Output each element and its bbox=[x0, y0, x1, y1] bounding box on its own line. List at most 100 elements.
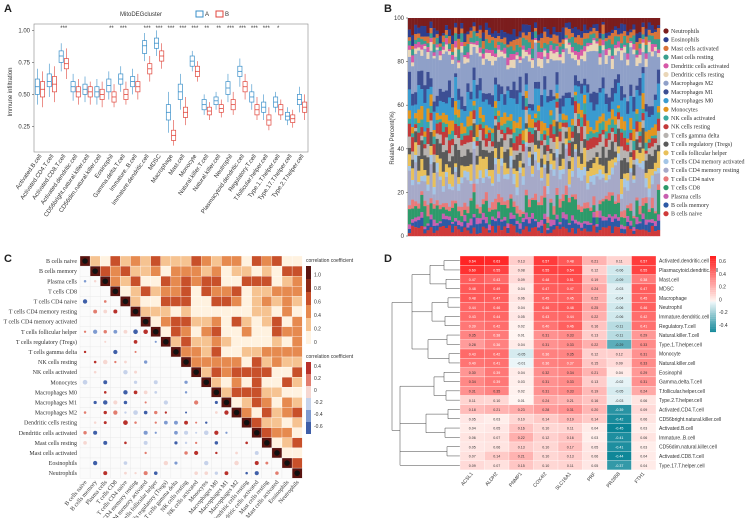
row-label: Macrophages M0 bbox=[35, 390, 77, 396]
bar-segment bbox=[546, 186, 550, 195]
bar-segment bbox=[432, 101, 436, 112]
upper-cell bbox=[241, 265, 252, 277]
bar-segment bbox=[626, 173, 630, 181]
bar-segment bbox=[475, 33, 479, 37]
bar-segment bbox=[613, 116, 618, 125]
bar-segment bbox=[411, 35, 415, 47]
bar-segment bbox=[632, 35, 636, 45]
heatmap-value: 0.03 bbox=[640, 427, 647, 431]
upper-cell bbox=[271, 346, 283, 358]
bar-segment bbox=[478, 90, 482, 108]
upper-cell bbox=[140, 265, 151, 277]
bar-segment bbox=[537, 162, 541, 171]
heatmap-value: 0.15 bbox=[591, 362, 598, 366]
upper-cell bbox=[251, 366, 262, 378]
bar-segment bbox=[601, 24, 605, 35]
bar-segment bbox=[524, 73, 529, 85]
bar-segment bbox=[537, 170, 541, 203]
bar-segment bbox=[444, 172, 449, 178]
row-label: Type.1.T.helper.cell bbox=[659, 342, 702, 348]
bar-segment bbox=[509, 98, 513, 115]
lower-dot bbox=[203, 430, 209, 436]
bar-segment bbox=[598, 210, 602, 218]
bar-segment bbox=[451, 174, 455, 187]
bar-segment bbox=[503, 140, 507, 153]
lower-dot bbox=[214, 430, 219, 435]
bar-segment bbox=[601, 134, 605, 147]
bar-segment bbox=[638, 163, 642, 168]
upper-cell bbox=[251, 387, 262, 398]
bar-segment bbox=[635, 131, 639, 140]
bar-segment bbox=[475, 183, 479, 205]
bar-segment bbox=[463, 133, 467, 136]
lower-cell bbox=[190, 407, 202, 418]
bar-segment bbox=[641, 22, 645, 28]
upper-cell bbox=[281, 417, 293, 428]
bar-segment bbox=[610, 55, 615, 60]
bar-segment bbox=[613, 151, 618, 158]
legend-label: B cells memory bbox=[671, 203, 709, 209]
bar-segment bbox=[573, 60, 578, 76]
bar-segment bbox=[580, 49, 584, 56]
bar-segment bbox=[592, 217, 596, 226]
bar-segment bbox=[487, 207, 492, 212]
bar-segment bbox=[494, 148, 498, 159]
upper-cell bbox=[190, 356, 202, 368]
bar-segment bbox=[524, 49, 529, 53]
y-tick-label: 60 bbox=[397, 103, 404, 109]
bar-segment bbox=[466, 213, 470, 224]
bar-segment bbox=[503, 133, 507, 141]
upper-cell bbox=[291, 457, 303, 469]
bar-segment bbox=[632, 96, 636, 112]
row-label: B cells naive bbox=[46, 259, 77, 265]
bar-segment bbox=[420, 106, 424, 120]
bar-segment bbox=[558, 32, 562, 43]
heatmap-cell bbox=[631, 460, 657, 471]
bar-segment bbox=[509, 218, 513, 225]
bar-segment bbox=[438, 46, 443, 51]
bar-segment bbox=[549, 51, 553, 60]
bar-segment bbox=[644, 111, 648, 132]
bar-segment bbox=[444, 114, 449, 125]
bar-segment bbox=[417, 203, 421, 209]
y-tick-label: 1.00 bbox=[18, 28, 30, 34]
row-label: Eosinophils bbox=[49, 461, 78, 467]
bar-segment bbox=[408, 209, 412, 225]
bar-segment bbox=[586, 84, 590, 93]
bar-segment bbox=[487, 49, 492, 54]
bar-segment bbox=[478, 124, 482, 131]
bar-segment bbox=[650, 225, 655, 237]
bar-segment bbox=[620, 60, 624, 87]
row-label: Activated.CD4.T.cell bbox=[659, 407, 704, 413]
bar-segment bbox=[478, 223, 482, 234]
bar-segment bbox=[552, 175, 556, 207]
bar-segment bbox=[494, 209, 498, 219]
colorbar-title-1: correlation coefficient bbox=[306, 258, 354, 264]
bar-segment bbox=[567, 140, 572, 144]
bar-segment bbox=[632, 179, 636, 184]
bar-segment bbox=[626, 59, 630, 66]
upper-cell bbox=[211, 306, 222, 317]
lower-cell bbox=[110, 296, 121, 307]
lower-cell bbox=[160, 377, 172, 388]
bar-segment bbox=[466, 31, 470, 35]
bar-segment bbox=[647, 222, 651, 233]
bar-segment bbox=[518, 223, 522, 229]
bar-segment bbox=[506, 44, 510, 48]
bar-segment bbox=[414, 39, 418, 45]
bar-segment bbox=[607, 139, 612, 151]
bar-segment bbox=[509, 212, 513, 220]
bar-segment bbox=[469, 37, 473, 43]
bar-segment bbox=[586, 224, 590, 232]
bar-segment bbox=[546, 233, 550, 237]
lower-dot bbox=[195, 441, 198, 444]
bar-segment bbox=[503, 94, 507, 106]
bar-segment bbox=[503, 220, 507, 227]
bar-segment bbox=[577, 44, 581, 53]
upper-cell bbox=[251, 306, 262, 317]
upper-cell bbox=[150, 286, 161, 297]
heatmap-value: 0.39 bbox=[493, 380, 500, 384]
bar-segment bbox=[441, 131, 446, 146]
bar-segment bbox=[564, 48, 569, 93]
bar-segment bbox=[512, 98, 516, 122]
